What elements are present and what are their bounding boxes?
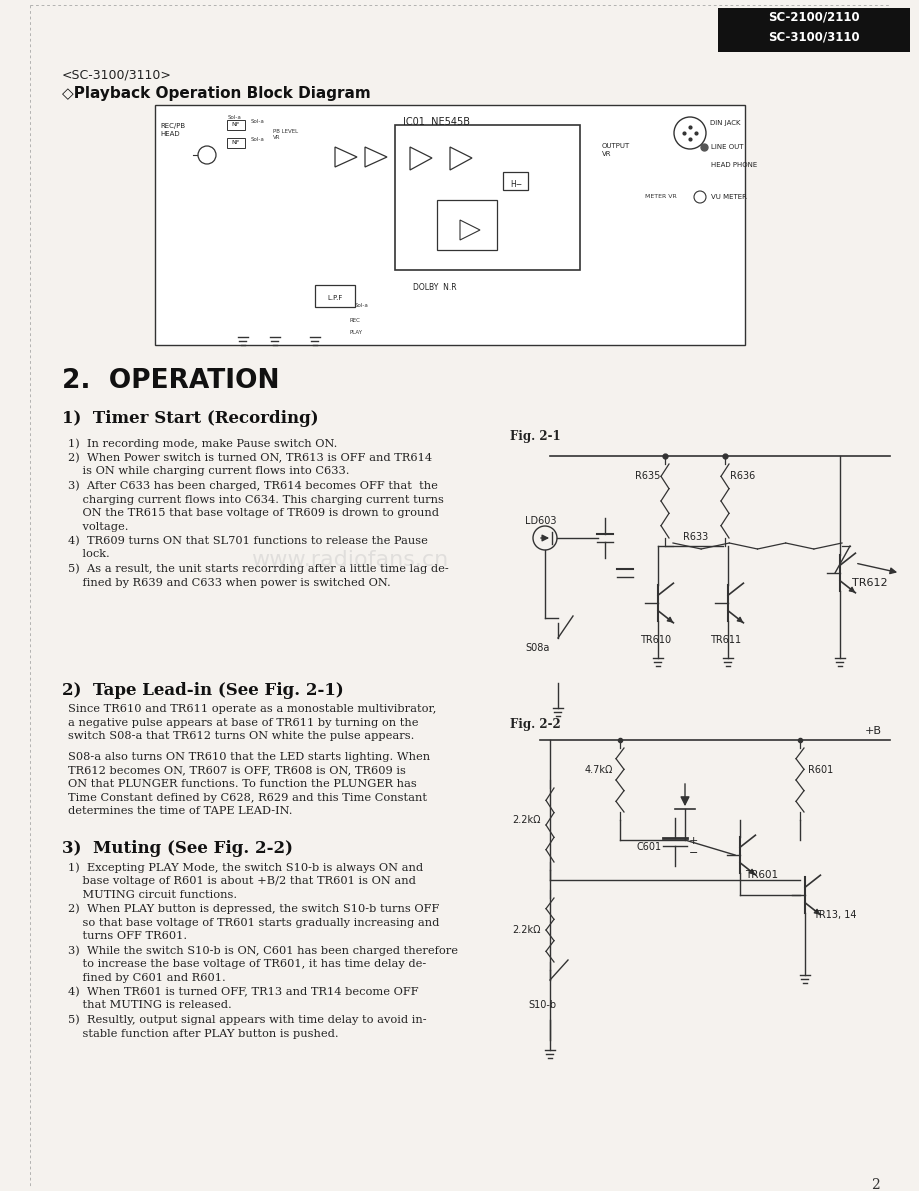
Text: Sol-a: Sol-a [251, 137, 265, 142]
Text: 1)  Timer Start (Recording): 1) Timer Start (Recording) [62, 410, 318, 428]
Text: S08a: S08a [525, 643, 549, 653]
Text: R601: R601 [807, 765, 833, 775]
Text: 5)  Resultly, output signal appears with time delay to avoid in-
    stable func: 5) Resultly, output signal appears with … [68, 1015, 426, 1039]
Text: VU METER: VU METER [710, 194, 746, 200]
Text: 2: 2 [869, 1178, 879, 1191]
Text: TR610: TR610 [640, 635, 670, 646]
Text: 2)  When Power switch is turned ON, TR613 is OFF and TR614
    is ON while charg: 2) When Power switch is turned ON, TR613… [68, 453, 432, 476]
Text: www.radiofans.cn: www.radiofans.cn [251, 550, 448, 570]
Bar [503, 172, 528, 191]
Text: −: − [688, 848, 698, 858]
Text: Sol-a: Sol-a [355, 303, 369, 308]
Text: Since TR610 and TR611 operate as a monostable multivibrator,
a negative pulse ap: Since TR610 and TR611 operate as a monos… [68, 704, 436, 741]
Text: <SC-3100/3110>: <SC-3100/3110> [62, 68, 172, 81]
Text: 3)  While the switch S10-b is ON, C601 has been charged therefore
    to increas: 3) While the switch S10-b is ON, C601 ha… [68, 944, 458, 983]
Bar [227, 120, 244, 130]
Text: DIN JACK: DIN JACK [709, 120, 740, 126]
Text: 2.2kΩ: 2.2kΩ [512, 925, 540, 935]
Text: S08-a also turns ON TR610 that the LED starts lighting. When
TR612 becomes ON, T: S08-a also turns ON TR610 that the LED s… [68, 752, 430, 816]
Text: H−: H− [509, 180, 521, 189]
Text: R636: R636 [729, 470, 754, 481]
Text: TR611: TR611 [709, 635, 741, 646]
Text: R633: R633 [682, 532, 708, 542]
Bar [227, 138, 244, 148]
Text: LD603: LD603 [525, 516, 556, 526]
Text: NF: NF [232, 141, 240, 145]
Text: TR612: TR612 [851, 578, 887, 588]
Text: S10-b: S10-b [528, 1000, 555, 1010]
Text: IC01  NE545B: IC01 NE545B [403, 117, 470, 127]
Text: 2)  Tape Lead-in (See Fig. 2-1): 2) Tape Lead-in (See Fig. 2-1) [62, 682, 344, 699]
Text: Sol-a: Sol-a [228, 116, 242, 120]
Text: Fig. 2-2: Fig. 2-2 [509, 718, 561, 731]
Text: 4)  TR609 turns ON that SL701 functions to release the Pause
    lock.: 4) TR609 turns ON that SL701 functions t… [68, 536, 427, 560]
Text: R635: R635 [634, 470, 660, 481]
Text: REC/PB
HEAD: REC/PB HEAD [160, 123, 185, 137]
Text: Sol-a: Sol-a [251, 119, 265, 124]
Bar [314, 285, 355, 307]
Text: NF: NF [232, 123, 240, 127]
Text: C601: C601 [636, 842, 662, 852]
Text: PB LEVEL
VR: PB LEVEL VR [273, 129, 298, 141]
Text: 4.7kΩ: 4.7kΩ [584, 765, 613, 775]
Text: DOLBY  N.R: DOLBY N.R [413, 283, 456, 292]
Bar [394, 125, 579, 270]
Text: HEAD PHONE: HEAD PHONE [710, 162, 756, 168]
Text: +: + [688, 836, 698, 846]
Text: L.P.F: L.P.F [327, 295, 342, 301]
Text: 2.  OPERATION: 2. OPERATION [62, 368, 279, 394]
Text: 1)  Excepting PLAY Mode, the switch S10-b is always ON and
    base voltage of R: 1) Excepting PLAY Mode, the switch S10-b… [68, 862, 423, 899]
Text: METER VR: METER VR [644, 194, 676, 199]
Text: 2.2kΩ: 2.2kΩ [512, 815, 540, 825]
Text: 3)  Muting (See Fig. 2-2): 3) Muting (See Fig. 2-2) [62, 840, 292, 858]
Text: SC-2100/2110
SC-3100/3110: SC-2100/2110 SC-3100/3110 [767, 10, 859, 44]
Text: TR13, 14: TR13, 14 [812, 910, 856, 919]
Text: OUTPUT
VR: OUTPUT VR [601, 143, 630, 156]
Bar [154, 105, 744, 345]
Text: REC: REC [349, 318, 360, 323]
Text: ◇Playback Operation Block Diagram: ◇Playback Operation Block Diagram [62, 86, 370, 101]
Text: 4)  When TR601 is turned OFF, TR13 and TR14 become OFF
    that MUTING is releas: 4) When TR601 is turned OFF, TR13 and TR… [68, 986, 418, 1010]
Bar [717, 8, 909, 52]
Text: Fig. 2-1: Fig. 2-1 [509, 430, 560, 443]
Text: TR601: TR601 [744, 869, 777, 880]
Text: 5)  As a result, the unit starts recorrding after a little time lag de-
    fine: 5) As a result, the unit starts recorrdi… [68, 563, 448, 587]
Bar [437, 200, 496, 250]
Text: 3)  After C633 has been charged, TR614 becomes OFF that  the
    charging curren: 3) After C633 has been charged, TR614 be… [68, 480, 443, 532]
Text: LINE OUT: LINE OUT [710, 144, 743, 150]
Text: +B: +B [864, 727, 881, 736]
Text: 1)  In recording mode, make Pause switch ON.: 1) In recording mode, make Pause switch … [68, 438, 337, 449]
Text: PLAY: PLAY [349, 330, 363, 335]
Text: 2)  When PLAY button is depressed, the switch S10-b turns OFF
    so that base v: 2) When PLAY button is depressed, the sw… [68, 904, 439, 941]
